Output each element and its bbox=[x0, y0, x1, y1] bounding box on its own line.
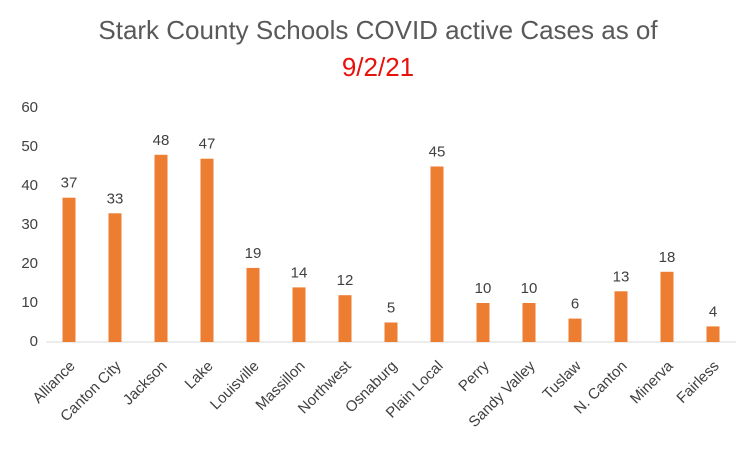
x-tick-label: Minerva bbox=[627, 357, 677, 407]
y-tick-label: 0 bbox=[30, 333, 38, 350]
bar bbox=[476, 303, 490, 342]
x-tick-label: Perry bbox=[455, 357, 493, 395]
y-tick-label: 40 bbox=[21, 177, 38, 194]
data-label: 13 bbox=[613, 268, 630, 285]
bar bbox=[154, 154, 168, 342]
bar bbox=[660, 271, 674, 342]
data-label: 48 bbox=[153, 132, 170, 149]
y-tick-label: 30 bbox=[21, 216, 38, 233]
y-tick-label: 50 bbox=[21, 138, 38, 155]
data-label: 4 bbox=[709, 303, 717, 320]
bar bbox=[522, 303, 536, 342]
bar bbox=[706, 326, 720, 342]
bar bbox=[62, 197, 76, 342]
data-label: 47 bbox=[199, 136, 216, 153]
bar bbox=[200, 158, 214, 342]
y-tick-label: 10 bbox=[21, 294, 38, 311]
data-label: 12 bbox=[337, 272, 354, 289]
bar bbox=[338, 295, 352, 342]
data-label: 19 bbox=[245, 245, 262, 262]
chart-title: Stark County Schools COVID active Cases … bbox=[98, 15, 658, 45]
data-label: 6 bbox=[571, 296, 579, 313]
x-tick-label: Fairless bbox=[673, 358, 722, 407]
bar bbox=[568, 318, 582, 342]
bar bbox=[614, 291, 628, 342]
bar bbox=[292, 287, 306, 342]
x-tick-label: Lake bbox=[182, 358, 217, 393]
y-tick-label: 60 bbox=[21, 99, 38, 116]
data-label: 5 bbox=[387, 299, 395, 316]
bar bbox=[384, 322, 398, 342]
y-tick-label: 20 bbox=[21, 255, 38, 272]
data-label: 37 bbox=[61, 175, 78, 192]
data-label: 45 bbox=[429, 143, 446, 160]
data-label: 14 bbox=[291, 264, 308, 281]
data-label: 18 bbox=[659, 249, 676, 266]
x-tick-label: Jackson bbox=[120, 358, 171, 409]
chart-subtitle: 9/2/21 bbox=[342, 52, 414, 82]
bar bbox=[430, 166, 444, 342]
bar bbox=[246, 267, 260, 342]
data-label: 33 bbox=[107, 190, 124, 207]
bar bbox=[108, 213, 122, 342]
data-label: 10 bbox=[521, 280, 538, 297]
x-tick-label: Tuslaw bbox=[539, 358, 584, 403]
data-label: 10 bbox=[475, 280, 492, 297]
